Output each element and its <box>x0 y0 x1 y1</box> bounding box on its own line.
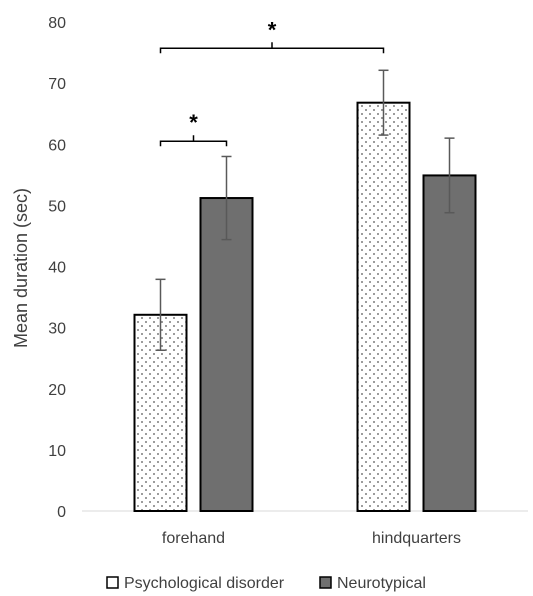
legend-label: Psychological disorder <box>124 575 285 592</box>
legend-swatch <box>319 576 332 589</box>
significance-bracket: * <box>159 17 385 54</box>
y-tick-label: 40 <box>48 260 66 277</box>
significance-group: ** <box>159 17 385 147</box>
bar-solid-hindquarters <box>422 174 477 513</box>
legend-item: Neurotypical <box>319 575 426 592</box>
error-bar <box>155 278 166 351</box>
bars-group <box>133 101 477 513</box>
legend: Psychological disorder Neurotypical <box>106 575 426 592</box>
y-axis-title: Mean duration (sec) <box>11 188 31 348</box>
y-tick-label: 30 <box>48 321 66 338</box>
x-category-label: forehand <box>162 530 225 547</box>
x-category-label: hindquarters <box>372 530 461 547</box>
significance-label: * <box>268 17 277 42</box>
y-tick-label: 20 <box>48 382 66 399</box>
category-labels: forehand hindquarters <box>162 530 461 547</box>
significance-bracket: * <box>159 110 228 147</box>
y-tick-label: 50 <box>48 198 66 215</box>
legend-label: Neurotypical <box>337 575 426 592</box>
y-tick-label: 0 <box>57 504 66 521</box>
error-bar <box>378 69 389 136</box>
y-tick-label: 10 <box>48 443 66 460</box>
bar-dotted-hindquarters <box>356 101 411 512</box>
y-tick-label: 80 <box>48 15 66 32</box>
y-tick-label: 70 <box>48 76 66 93</box>
y-axis-ticks: 0 10 20 30 40 50 60 70 80 <box>48 15 66 521</box>
bar-solid-forehand <box>199 197 254 512</box>
legend-item: Psychological disorder <box>106 575 285 592</box>
y-tick-label: 60 <box>48 137 66 154</box>
legend-swatch <box>106 576 119 589</box>
significance-label: * <box>189 110 198 135</box>
error-bars-group <box>155 69 455 351</box>
error-bar <box>221 155 232 241</box>
error-bar <box>444 137 455 214</box>
